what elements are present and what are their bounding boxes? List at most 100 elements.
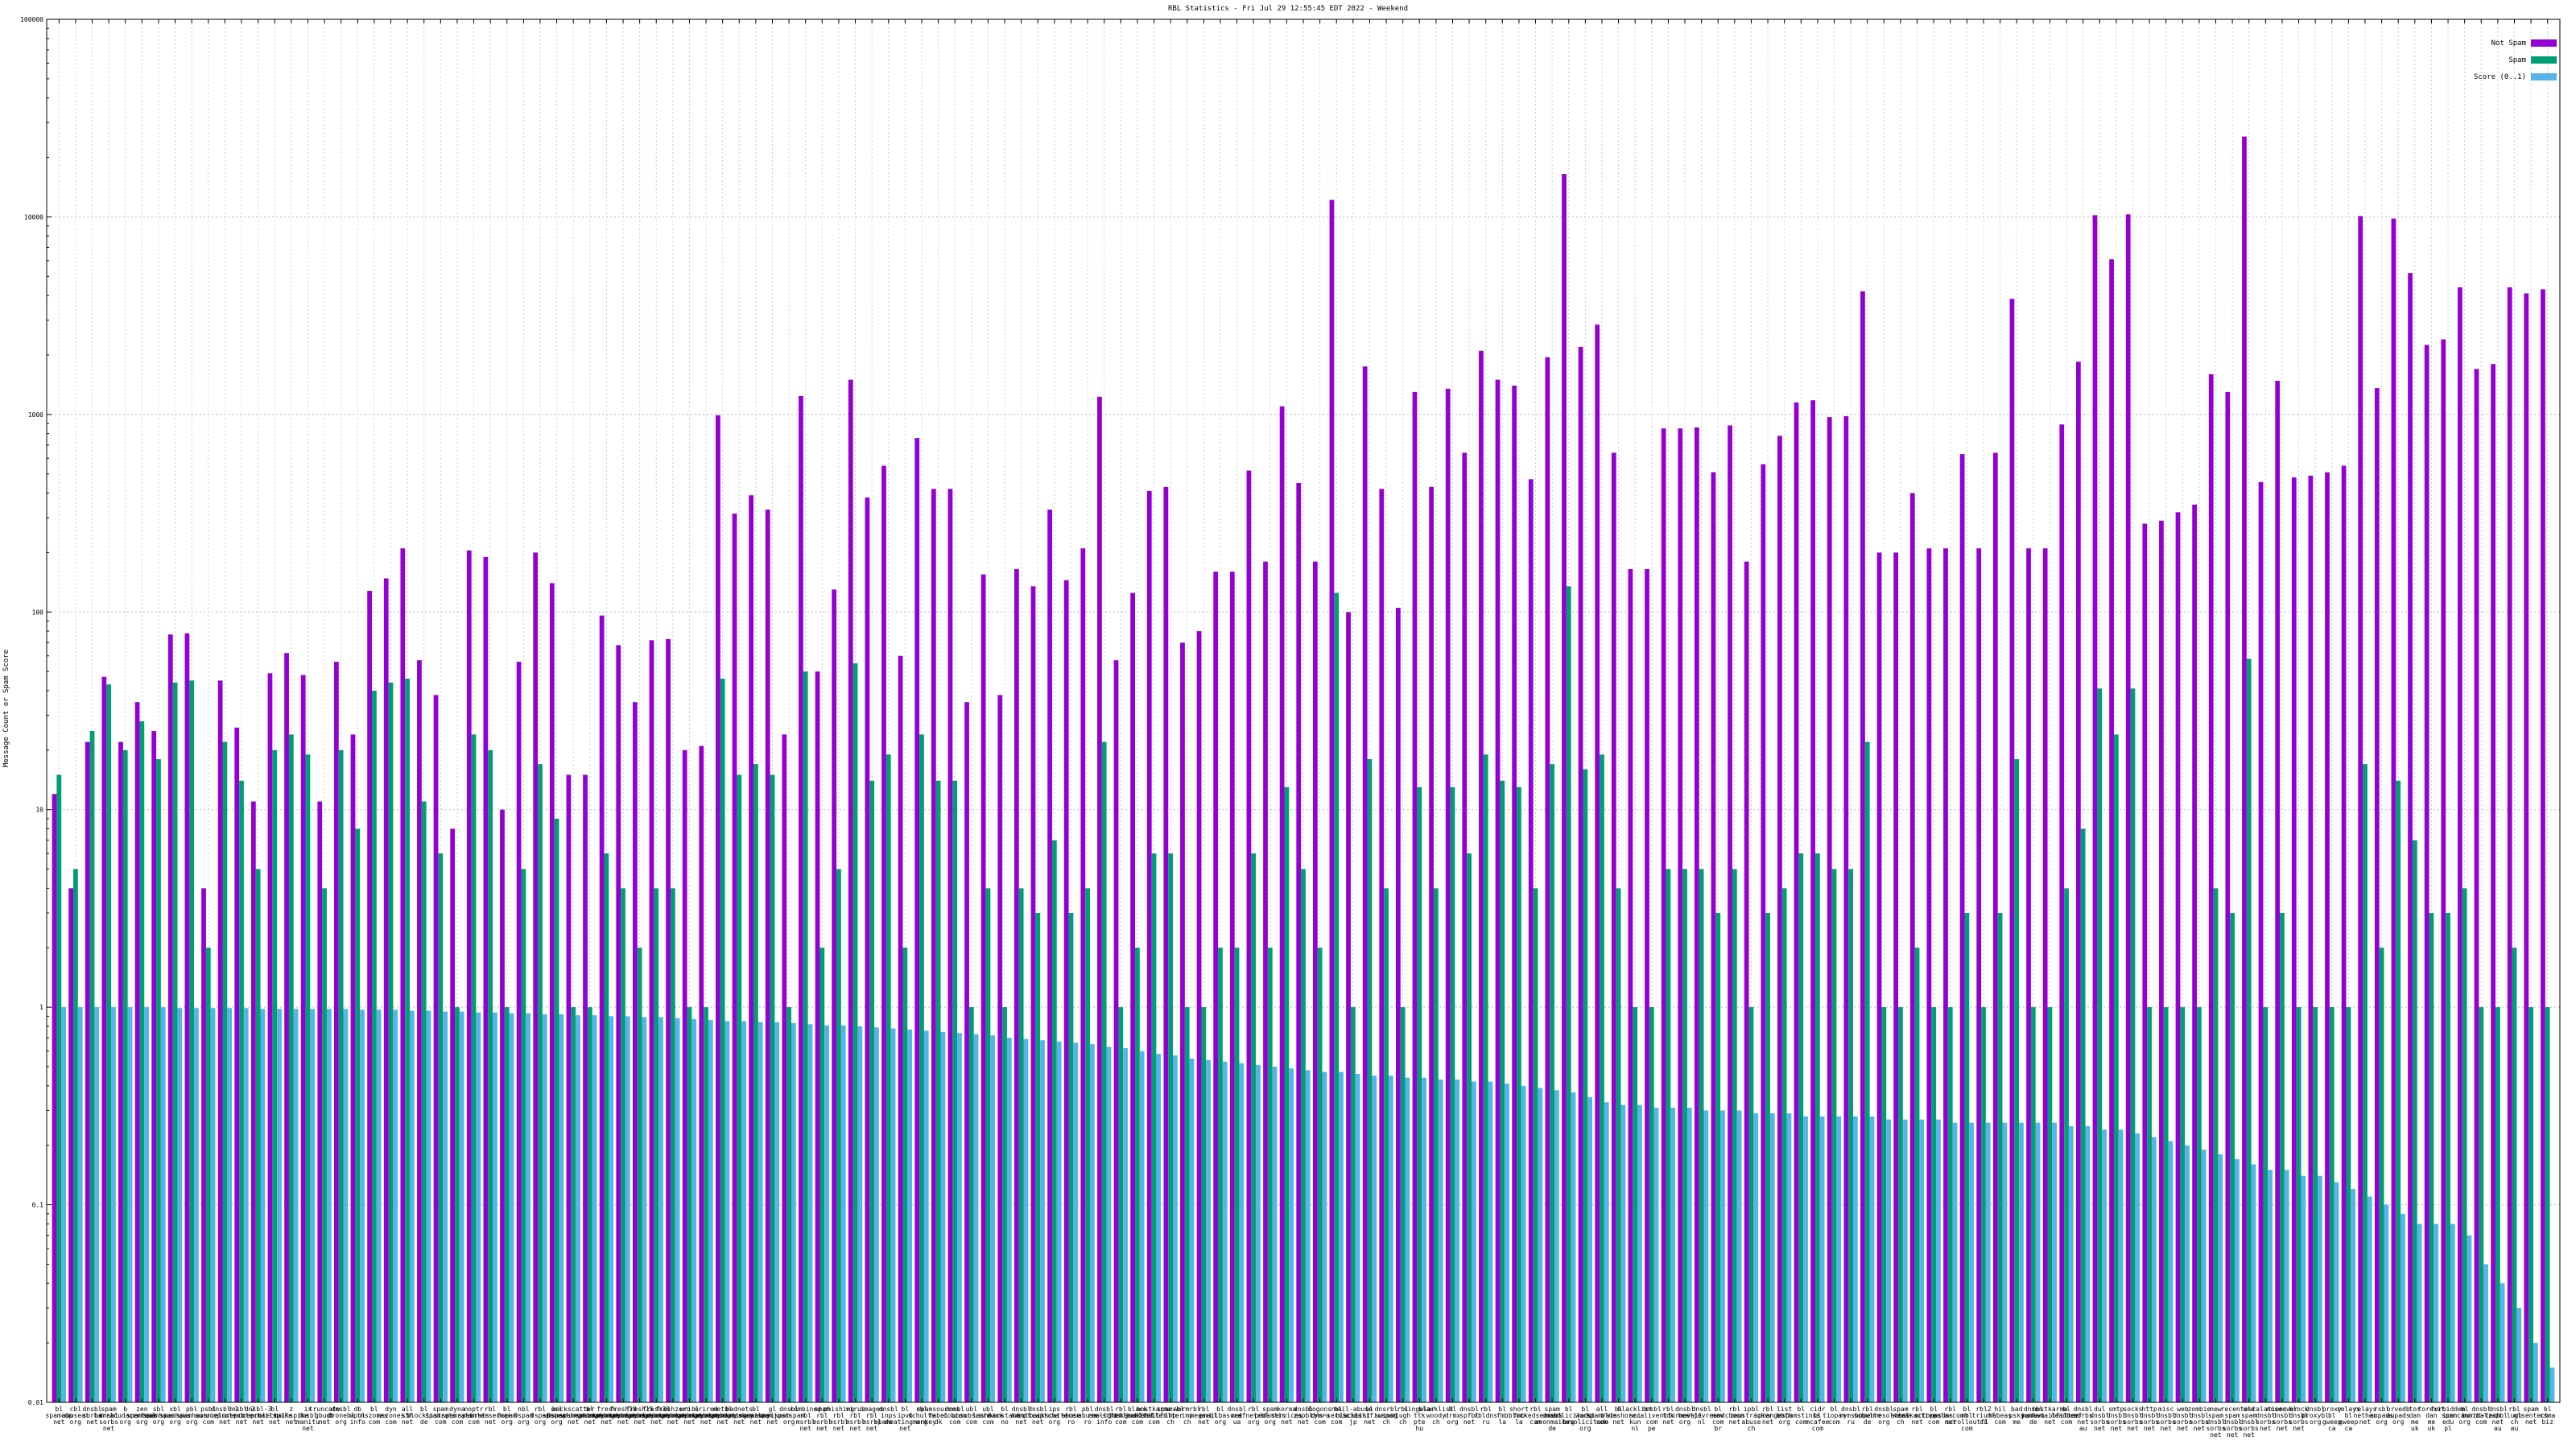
x-category-label: bl fmb la (1496, 1406, 1509, 1426)
bar-spam (1715, 913, 1721, 1402)
bar-not-spam (1047, 510, 1052, 1402)
x-category-label-part: gbudb (315, 1412, 334, 1419)
x-category-label-part: talkactive (1897, 1412, 1936, 1419)
bar-spam (2263, 1007, 2268, 1402)
bar-not-spam (1379, 489, 1385, 1402)
bar-not-spam (1860, 291, 1865, 1403)
x-category-label-part: bad (2011, 1406, 2023, 1413)
x-category-label-part: org (916, 1418, 928, 1426)
x-category-label-part: virus (846, 1406, 865, 1413)
bar-score (1620, 1104, 1626, 1402)
bar-not-spam (2408, 273, 2413, 1403)
x-category-label: bl rbl scrolloutf1 com (1946, 1406, 1988, 1432)
bar-not-spam (1462, 452, 1468, 1403)
x-category-label-part: netbl (713, 1406, 733, 1413)
x-category-label-part: dnsbl (298, 1412, 317, 1419)
bar-score (1653, 1107, 1659, 1402)
bar-spam (2113, 734, 2119, 1402)
x-category-label-part: dnsbl (2273, 1412, 2292, 1419)
x-category-label-part: spameatingmonkey (609, 1412, 671, 1419)
x-category-label-part: noserver (2267, 1406, 2298, 1413)
x-category-label: escalations dnsbl sorbs net (2244, 1406, 2287, 1432)
x-category-label-part: rbl (1198, 1406, 1210, 1413)
x-category-label-part: ca (2328, 1425, 2336, 1432)
bar-not-spam (848, 379, 853, 1403)
bar-spam (571, 1007, 576, 1402)
x-category-label-part: dnsbl (879, 1406, 898, 1413)
x-category-label: dnsbl proxybl org (2301, 1406, 2329, 1426)
bar-not-spam (583, 774, 588, 1402)
x-category-label-part: lashback (972, 1412, 1004, 1419)
bar-score (509, 1013, 514, 1402)
bar-score (1272, 1067, 1278, 1402)
x-category-label-part: net (1612, 1418, 1624, 1426)
bar-spam (554, 818, 559, 1402)
x-category-label-part: org (1778, 1418, 1790, 1426)
x-category-label-part: org (1265, 1418, 1277, 1426)
x-category-label-part: singular (1404, 1406, 1435, 1413)
x-category-label: dnsbl spfbl net (1459, 1406, 1479, 1426)
x-category-label-part: dnsbl (99, 1412, 118, 1419)
bar-score (576, 1015, 580, 1402)
x-category-label-part: orvedb (2387, 1406, 2410, 1413)
bar-score (890, 1028, 896, 1402)
x-category-label-part: cymru (1311, 1412, 1330, 1419)
bar-not-spam (533, 552, 539, 1403)
x-category-label-part: rbl (1530, 1406, 1542, 1413)
x-category-label-part: 0spam (514, 1412, 533, 1419)
bar-score (2068, 1125, 2074, 1402)
bar-spam (770, 774, 775, 1402)
x-category-label-part: org (1215, 1418, 1227, 1426)
x-category-label-part: net (402, 1418, 414, 1426)
x-category-label-part: me (2013, 1418, 2021, 1426)
x-category-label-part: tor (2409, 1406, 2421, 1413)
x-category-label: spamsources fabel dk (917, 1406, 960, 1426)
bar-score (1156, 1054, 1162, 1402)
bar-score (2235, 1159, 2240, 1402)
bar-not-spam (782, 734, 787, 1402)
x-category-label: backscatter spameatingmonkey net (543, 1406, 605, 1426)
x-category-label-part: anticaptcha (1017, 1412, 1059, 1419)
bar-score (2500, 1283, 2505, 1402)
x-category-label-part: info (350, 1418, 365, 1426)
bar-not-spam (2275, 381, 2281, 1402)
bar-not-spam (85, 741, 90, 1402)
bar-spam (1633, 1007, 1638, 1402)
bar-spam (1367, 759, 1373, 1402)
x-category-label-part: imp (1182, 1412, 1194, 1419)
x-category-label-part: dnsbl (2206, 1418, 2225, 1426)
x-category-label-part: dronebl (328, 1412, 355, 1419)
bar-spam (2429, 913, 2434, 1402)
x-category-label-part: bbfh (1777, 1412, 1792, 1419)
bar-spam (587, 1007, 592, 1402)
x-category-label-part: nszones (361, 1412, 388, 1419)
x-category-label-part: sorbs (2090, 1418, 2109, 1426)
x-category-label-part: uceprotect (239, 1412, 278, 1419)
x-category-label-part: org (2392, 1418, 2405, 1426)
legend-label-not-spam: Not Spam (2491, 39, 2526, 47)
x-category-label-part: ch (1897, 1418, 1905, 1426)
bar-not-spam (1097, 396, 1102, 1402)
bar-spam (737, 774, 742, 1402)
x-category-label: gl suomispam net (755, 1406, 791, 1426)
x-category-label-part: spam (2208, 1412, 2223, 1419)
bar-spam (1748, 1007, 1754, 1402)
x-category-label: z mailspike net (274, 1406, 309, 1426)
bar-score (1040, 1040, 1045, 1402)
x-category-label-part: spamrats (442, 1412, 473, 1419)
x-category-label-part: psky (2009, 1412, 2025, 1419)
bar-spam (1317, 947, 1323, 1402)
x-category-label-part: dnsbl (2173, 1412, 2192, 1419)
x-category-label-part: pe (1648, 1425, 1656, 1432)
bar-spam (2130, 688, 2136, 1402)
x-category-label: bl konstant no (989, 1406, 1021, 1426)
bar-not-spam (317, 801, 323, 1402)
x-category-label: noptr spamrats com (458, 1406, 489, 1426)
bar-spam (1151, 853, 1157, 1402)
x-category-label-part: woody (1426, 1412, 1446, 1419)
bar-score (724, 1021, 730, 1402)
bar-score (791, 1023, 796, 1402)
bar-spam (371, 690, 377, 1402)
x-category-label-part: net (833, 1425, 845, 1432)
x-category-label-part: aupads (2387, 1412, 2410, 1419)
